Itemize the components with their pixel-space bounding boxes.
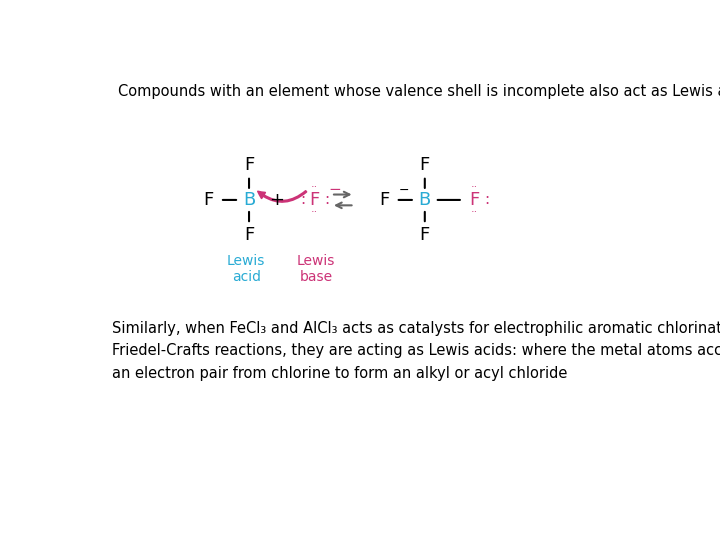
Text: ··: ·· [311,207,318,218]
Text: F: F [420,156,430,173]
Text: Lewis
base: Lewis base [297,254,336,284]
Text: Lewis
acid: Lewis acid [227,254,266,284]
Text: B: B [418,191,431,209]
Text: :: : [300,192,305,207]
Text: Friedel-Crafts reactions, they are acting as Lewis acids: where the metal atoms : Friedel-Crafts reactions, they are actin… [112,343,720,359]
Text: ··: ·· [470,183,477,192]
Text: ··: ·· [311,183,318,192]
Text: an electron pair from chlorine to form an alkyl or acyl chloride: an electron pair from chlorine to form a… [112,366,567,381]
Text: B: B [243,191,255,209]
Text: −: − [328,181,341,197]
Text: :: : [325,192,330,207]
Text: F: F [469,191,479,209]
Text: Similarly, when FeCl₃ and AlCl₃ acts as catalysts for electrophilic aromatic chl: Similarly, when FeCl₃ and AlCl₃ acts as … [112,321,720,335]
Text: :: : [485,192,490,207]
Text: F: F [310,191,320,209]
Text: Compounds with an element whose valence shell is incomplete also act as Lewis ac: Compounds with an element whose valence … [118,84,720,98]
Text: F: F [379,191,390,209]
Text: ··: ·· [470,207,477,218]
Text: F: F [244,226,254,244]
Text: F: F [204,191,214,209]
Text: F: F [420,226,430,244]
Text: F: F [244,156,254,173]
Text: +: + [269,191,284,209]
Text: −: − [398,184,409,197]
FancyArrowPatch shape [258,191,307,202]
